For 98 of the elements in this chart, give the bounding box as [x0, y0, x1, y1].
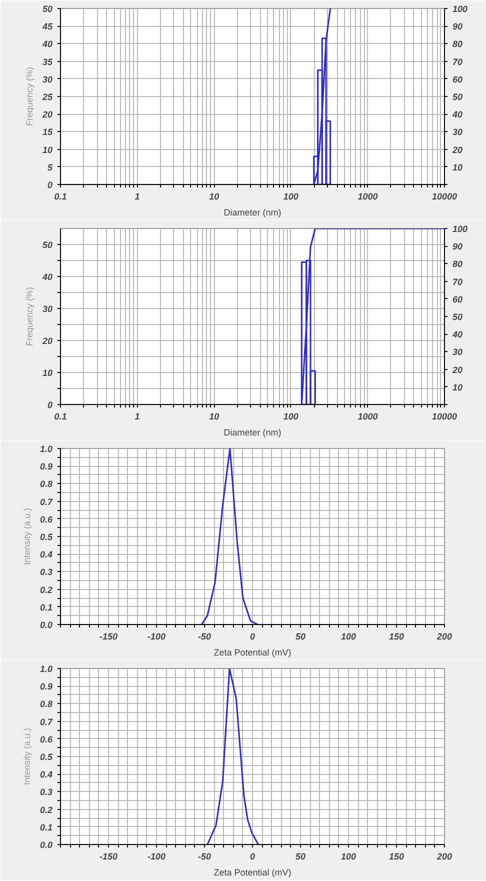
y-tick-label: 0: [47, 180, 53, 190]
x-tick-label: 0.1: [54, 192, 67, 202]
x-tick-label: 150: [388, 852, 404, 862]
y-tick-label: 0.5: [40, 752, 54, 762]
x-tick-label: 10000: [432, 412, 458, 422]
y-tick-label: 1.0: [40, 444, 53, 454]
y-tick-label: 0.7: [40, 716, 54, 727]
y-tick-label: 35: [42, 56, 54, 67]
y-axis-title: Intensity (a.u.): [22, 728, 32, 786]
y2-tick-label: 10: [452, 382, 463, 392]
line-series: [200, 448, 259, 624]
x-tick-label: 10000: [432, 192, 458, 202]
x-tick-label: 0.1: [54, 412, 67, 422]
y2-tick-label: 20: [452, 144, 463, 155]
y-tick-label: 45: [41, 22, 54, 32]
y2-tick-label: 90: [452, 242, 463, 252]
y-tick-label: 0.9: [40, 682, 53, 692]
x-tick-label: 100: [283, 412, 298, 422]
y2-tick-label: 80: [452, 259, 463, 270]
y-tick-label: 30: [42, 74, 53, 84]
line-series: [206, 668, 260, 844]
y-tick-label: 10: [42, 368, 53, 378]
y-tick-label: 0.7: [40, 496, 54, 507]
y-tick-label: 1.0: [40, 664, 53, 674]
y-tick-label: 25: [41, 92, 54, 102]
x-axis-title: Diameter (nm): [224, 428, 282, 438]
y-axis-title: Intensity (a.u.): [22, 508, 32, 566]
y2-tick-label: 50: [452, 92, 463, 102]
y2-tick-label: 100: [452, 224, 468, 234]
y-tick-label: 50: [42, 4, 53, 14]
y2-tick-label: 90: [452, 22, 463, 32]
y2-tick-label: 10: [452, 162, 463, 172]
y-tick-label: 0: [47, 400, 53, 410]
y-axis-title: Frequency (%): [24, 286, 34, 346]
x-tick-label: 200: [436, 852, 452, 862]
y-tick-label: 0.4: [40, 550, 53, 560]
y2-tick-label: 70: [452, 276, 463, 287]
y-tick-label: 15: [42, 127, 54, 138]
y-tick-label: 10: [42, 144, 53, 155]
x-tick-label: 150: [388, 632, 404, 642]
x-tick-label: -50: [198, 632, 212, 642]
y-tick-label: 50: [42, 240, 53, 250]
x-tick-label: -150: [99, 852, 118, 862]
y-tick-label: 0.8: [40, 479, 53, 490]
y-tick-label: 0.4: [40, 770, 53, 780]
y-tick-label: 0.2: [40, 584, 53, 595]
y2-tick-label: 80: [452, 39, 463, 50]
y-axis-title: Frequency (%): [24, 66, 34, 126]
y2-tick-label: 70: [452, 56, 463, 67]
y2-tick-label: 20: [452, 364, 463, 375]
y-tick-label: 0.0: [40, 620, 53, 630]
y2-tick-label: 30: [452, 127, 463, 138]
x-tick-label: 100: [340, 852, 356, 862]
y-tick-label: 20: [41, 336, 53, 346]
y-tick-label: 0.6: [40, 514, 54, 524]
x-tick-label: 200: [436, 632, 452, 642]
y2-tick-label: 60: [452, 74, 463, 84]
x-tick-label: 10: [209, 412, 220, 422]
line-series: [313, 8, 332, 184]
y-tick-label: 0.8: [40, 699, 53, 710]
y-tick-label: 30: [42, 304, 53, 314]
x-tick-label: 0: [250, 852, 256, 862]
x-tick-label: -50: [198, 852, 212, 862]
y2-tick-label: 100: [452, 4, 468, 14]
x-tick-label: -100: [147, 632, 166, 642]
y-tick-label: 40: [41, 39, 53, 50]
x-tick-label: -150: [99, 632, 118, 642]
x-tick-label: 50: [295, 632, 306, 642]
x-tick-label: -100: [147, 852, 166, 862]
y-tick-label: 5: [47, 162, 54, 172]
x-tick-label: 1000: [358, 412, 378, 422]
x-tick-label: 0: [250, 632, 256, 642]
y2-tick-label: 40: [452, 330, 463, 340]
y-tick-label: 0.5: [40, 532, 54, 542]
y-tick-label: 0.1: [40, 822, 53, 832]
x-tick-label: 1: [134, 412, 140, 422]
y-tick-label: 0.3: [40, 567, 53, 578]
y2-tick-label: 50: [452, 312, 463, 322]
y-tick-label: 0.9: [40, 462, 53, 472]
x-tick-label: 10: [209, 192, 220, 202]
y-tick-label: 0.6: [40, 734, 54, 744]
x-tick-label: 100: [283, 192, 298, 202]
y2-tick-label: 60: [452, 294, 463, 304]
y-tick-label: 20: [41, 110, 53, 120]
x-tick-label: 1: [134, 192, 140, 202]
x-axis-title: Zeta Potential (mV): [214, 648, 292, 658]
x-axis-title: Zeta Potential (mV): [214, 868, 292, 878]
x-axis-title: Diameter (nm): [224, 208, 282, 218]
y-tick-label: 40: [41, 272, 53, 282]
y2-tick-label: 40: [452, 110, 463, 120]
y2-tick-label: 30: [452, 347, 463, 358]
y-tick-label: 0.1: [40, 602, 53, 612]
x-tick-label: 50: [295, 852, 306, 862]
y-tick-label: 0.3: [40, 787, 53, 798]
x-tick-label: 1000: [358, 192, 378, 202]
x-tick-label: 100: [340, 632, 356, 642]
y-tick-label: 0.2: [40, 804, 53, 815]
y-tick-label: 0.0: [40, 840, 53, 850]
